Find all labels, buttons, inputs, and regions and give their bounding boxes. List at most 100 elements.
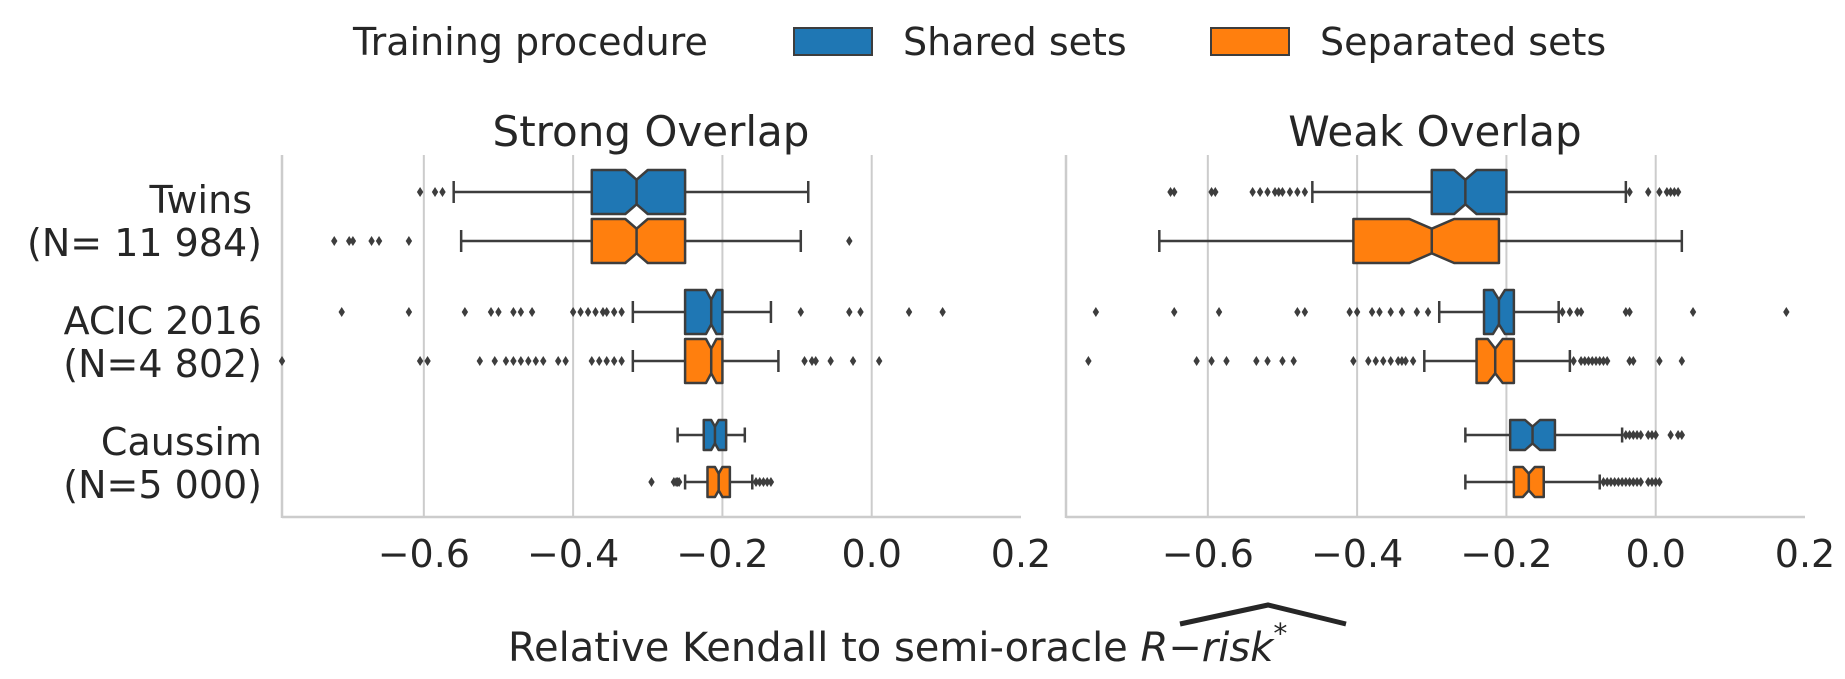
x-tick-label: −0.6	[378, 532, 470, 576]
category-label-acic: ACIC 2016	[64, 299, 262, 343]
flier-point	[431, 187, 439, 197]
flier-point	[596, 356, 603, 366]
legend-swatch-shared	[793, 27, 873, 56]
flier-point	[1566, 307, 1574, 317]
flier-point	[1275, 187, 1282, 197]
flier-point	[1215, 307, 1223, 317]
flier-point	[797, 307, 804, 317]
box-1-shared	[1092, 288, 1790, 336]
flier-point	[1376, 307, 1383, 317]
flier-point	[1656, 477, 1663, 487]
box-1-shared	[338, 288, 946, 336]
flier-point	[331, 236, 338, 246]
flier-point	[1630, 430, 1637, 440]
flier-point	[510, 307, 517, 317]
flier-point	[1652, 430, 1659, 440]
x-axis-label-hat	[1179, 602, 1347, 627]
flier-point	[1413, 307, 1421, 317]
flier-point	[1581, 356, 1588, 366]
svg-text:Relative Kendall to semi-oracl: Relative Kendall to semi-oracle R−risk*	[508, 617, 1287, 671]
box-0-shared	[416, 168, 810, 216]
box-2-shared	[676, 418, 747, 452]
panel-title-weak: Weak Overlap	[1288, 107, 1581, 156]
flier-point	[1622, 430, 1630, 440]
notched-box	[590, 168, 687, 216]
flier-point	[439, 187, 446, 197]
flier-point	[1652, 477, 1659, 487]
flier-point	[1253, 356, 1260, 366]
flier-point	[764, 477, 771, 487]
flier-point	[618, 307, 625, 317]
legend-label-shared: Shared sets	[903, 20, 1127, 64]
flier-point	[1372, 356, 1379, 366]
flier-point	[812, 356, 819, 366]
flier-point	[1603, 477, 1611, 487]
flier-point	[1279, 187, 1286, 197]
notched-box	[1430, 168, 1508, 216]
flier-point	[1171, 187, 1178, 197]
flier-point	[1607, 477, 1615, 487]
flier-point	[857, 307, 864, 317]
flier-point	[849, 356, 857, 366]
flier-point	[1678, 356, 1686, 366]
box-1-separated	[278, 337, 883, 385]
category-sublabel-caussim: (N=5 000)	[63, 463, 262, 507]
flier-point	[618, 356, 625, 366]
flier-point	[827, 356, 834, 366]
flier-point	[584, 307, 592, 317]
flier-point	[1171, 307, 1178, 317]
flier-point	[554, 356, 562, 366]
flier-point	[1290, 356, 1297, 366]
flier-point	[1249, 187, 1256, 197]
flier-point	[1365, 356, 1372, 366]
flier-point	[1626, 356, 1633, 366]
flier-point	[491, 356, 498, 366]
flier-point	[599, 307, 607, 317]
box-0-shared	[1167, 168, 1682, 216]
box-2-separated	[648, 465, 775, 499]
category-label-twins: Twins	[149, 178, 252, 222]
x-tick-label: −0.2	[1460, 532, 1552, 576]
legend: Training procedure Shared sets Separated…	[352, 20, 1606, 64]
flier-point	[1637, 477, 1644, 487]
flier-point	[1618, 477, 1626, 487]
flier-point	[1409, 356, 1417, 366]
notched-box	[683, 337, 724, 385]
flier-point	[603, 307, 610, 317]
flier-point	[577, 307, 584, 317]
flier-point	[562, 356, 569, 366]
x-tick-label: 0.0	[1625, 532, 1685, 576]
flier-point	[1301, 307, 1309, 317]
flier-point	[461, 307, 469, 317]
flier-point	[1350, 356, 1357, 366]
flier-point	[1600, 477, 1607, 487]
x-axis-label-prefix: Relative Kendall to semi-oracle	[508, 625, 1141, 671]
flier-point	[610, 307, 618, 317]
notched-box	[590, 217, 687, 265]
flier-point	[1398, 307, 1406, 317]
flier-point	[540, 356, 547, 366]
flier-point	[939, 307, 946, 317]
flier-point	[1633, 477, 1641, 487]
flier-point	[338, 307, 345, 317]
flier-point	[345, 236, 353, 246]
flier-point	[1301, 187, 1309, 197]
flier-point	[1574, 307, 1581, 317]
flier-point	[1559, 307, 1566, 317]
flier-point	[1626, 477, 1633, 487]
flier-point	[1577, 307, 1585, 317]
legend-title: Training procedure	[352, 20, 708, 64]
flier-point	[1424, 307, 1432, 317]
flier-point	[1264, 187, 1271, 197]
flier-point	[1387, 356, 1394, 366]
legend-swatch-separated	[1210, 27, 1290, 56]
flier-point	[1674, 430, 1682, 440]
flier-point	[1603, 356, 1611, 366]
panel-title-strong: Strong Overlap	[493, 107, 810, 156]
flier-point	[1667, 187, 1674, 197]
flier-point	[760, 477, 767, 487]
flier-point	[808, 356, 816, 366]
flier-point	[1674, 187, 1682, 197]
flier-point	[1626, 307, 1633, 317]
flier-point	[1671, 187, 1678, 197]
